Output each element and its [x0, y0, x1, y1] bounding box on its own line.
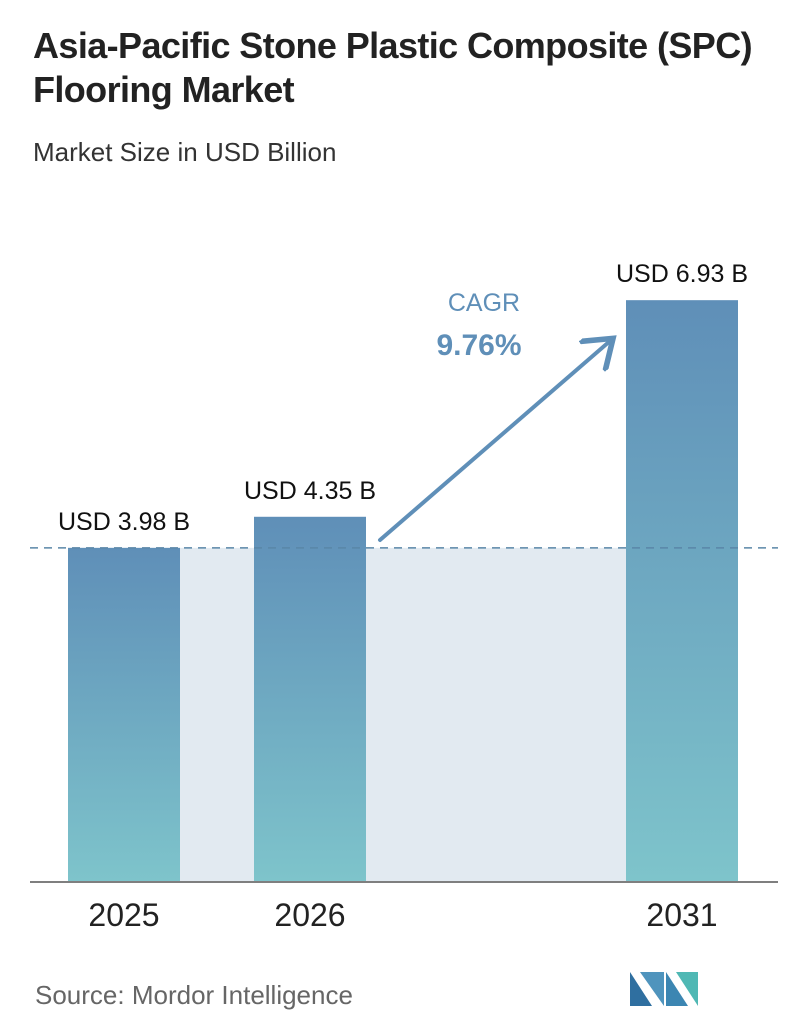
bar-2025 [68, 547, 180, 882]
chart-title: Asia-Pacific Stone Plastic Composite (SP… [33, 25, 753, 110]
bar-2026 [254, 516, 366, 882]
cagr-value: 9.76% [436, 329, 521, 362]
source-note: Source: Mordor Intelligence [35, 980, 353, 1010]
mordor-intelligence-logo [630, 972, 698, 1006]
chart-subtitle: Market Size in USD Billion [33, 137, 337, 167]
x-tick-2026: 2026 [274, 897, 345, 933]
data-label-2025: USD 3.98 B [58, 508, 190, 536]
bar-2031 [626, 300, 738, 882]
data-label-2031: USD 6.93 B [616, 260, 748, 288]
x-tick-2031: 2031 [646, 897, 717, 933]
cagr-arrow [378, 341, 610, 542]
x-tick-2025: 2025 [88, 897, 159, 933]
data-label-2026: USD 4.35 B [244, 477, 376, 505]
cagr-label: CAGR [448, 289, 520, 317]
